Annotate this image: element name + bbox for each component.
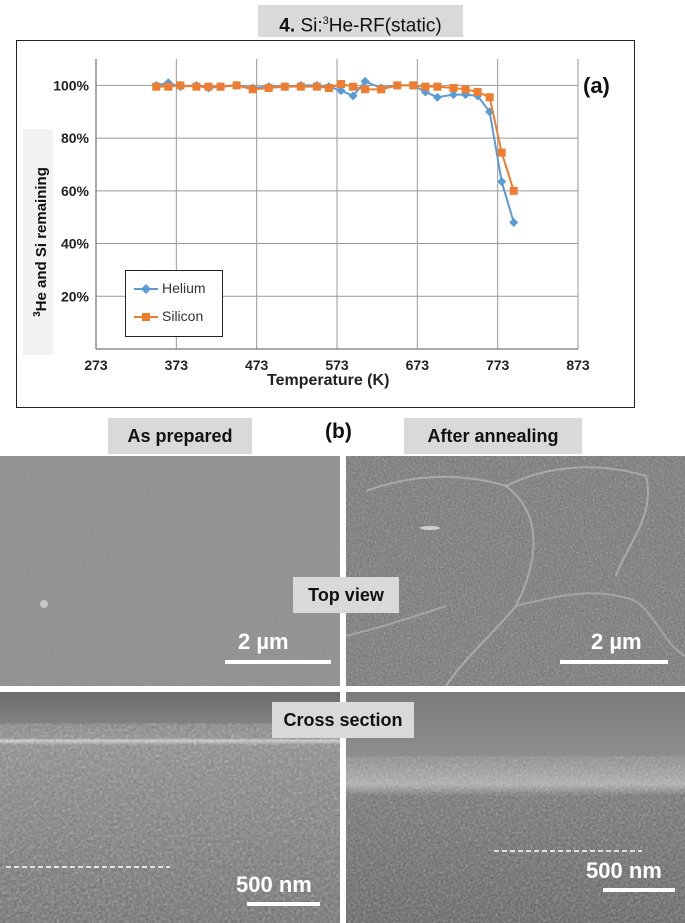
data-point-helium [448,90,458,100]
data-point-silicon [409,81,418,90]
legend-silicon-marker [134,313,158,321]
data-point-silicon [433,82,442,91]
data-point-silicon [216,82,225,91]
data-point-helium [432,92,442,102]
scale-bar-bottom-right [603,888,675,892]
data-point-helium [336,86,346,96]
data-point-silicon [497,148,506,157]
x-tick-label: 273 [84,357,108,373]
data-point-silicon [296,82,305,91]
sem-texture-as-prepared-top [0,456,340,686]
legend-item-helium: Helium [134,280,206,297]
chart-panel-a: 273 373 473 573 673 773 873 20% 40% 60% 80% 100% (a… [16,40,635,408]
scale-label-bottom-right: 500 nm [586,858,662,883]
data-point-silicon [204,82,213,91]
data-point-helium [348,91,358,101]
scale-bar-top-right [560,660,668,664]
data-point-silicon [248,85,257,94]
data-point-silicon [264,84,273,92]
y-tick-label: 60% [61,183,90,199]
sem-image-annealed-top: 2 µm [346,456,685,686]
figure-title-sup: 3 [322,15,329,27]
x-tick-label: 373 [165,357,189,373]
data-point-silicon [324,84,333,92]
axis-layer: 273 373 473 573 673 773 873 20% 40% 60% 80% 100% [53,59,590,373]
figure-title: 4. Si:3He-RF(static) [258,5,463,37]
data-point-silicon [377,85,386,94]
panel-b-label: (b) [325,420,352,443]
x-tick-label: 573 [325,357,349,373]
scale-bar-top-left [225,660,331,664]
y-axis-label-text: He and Si remaining [33,167,50,312]
figure-title-number: 4. [279,15,296,37]
data-point-helium [509,217,519,227]
scale-bar-bottom-left [247,902,320,906]
y-axis-label-sup: 3 [32,311,43,317]
series-line-helium [156,80,515,223]
data-point-helium [497,177,507,187]
figure-title-suffix: He-RF(static) [328,15,442,37]
col-label-after-annealing: After annealing [404,418,582,454]
legend-silicon-label: Silicon [162,308,204,324]
y-tick-label: 100% [53,77,89,93]
data-point-silicon [473,87,482,96]
data-point-silicon [349,82,358,91]
data-point-silicon [449,84,458,92]
scale-label-bottom-left: 500 nm [236,872,312,897]
data-point-silicon [393,81,402,90]
y-tick-label: 40% [61,236,90,252]
y-tick-label: 80% [61,130,90,146]
row-label-cross-section: Cross section [272,702,414,738]
data-point-silicon [280,82,289,91]
data-point-silicon [485,93,494,102]
scale-label-top-left: 2 µm [238,629,289,654]
x-tick-label: 673 [406,357,430,373]
x-tick-label: 473 [245,357,269,373]
data-point-silicon [337,80,346,89]
data-point-silicon [192,82,201,91]
legend: Helium Silicon [125,270,223,337]
legend-helium-marker [134,284,158,294]
figure-title-prefix: Si: [300,15,323,37]
data-point-silicon [421,82,430,91]
panel-a-label: (a) [583,73,610,98]
data-point-silicon [461,85,470,94]
series-layer [151,76,519,227]
remaining-vs-temperature-chart: 273 373 473 573 673 773 873 20% 40% 60% 80% 100% [53,59,590,373]
legend-helium-label: Helium [162,280,206,296]
sem-image-as-prepared-top: 2 µm [0,456,340,686]
x-tick-label: 873 [566,357,590,373]
data-point-silicon [164,82,173,91]
data-point-silicon [152,82,161,91]
data-point-silicon [509,186,518,195]
y-axis-label: 3He and Si remaining [23,129,53,355]
data-point-silicon [176,81,185,90]
data-point-silicon [361,85,370,94]
x-tick-label: 773 [486,357,510,373]
row-label-top-view: Top view [293,577,399,613]
scale-label-top-right: 2 µm [591,629,642,654]
x-axis-label: Temperature (K) [267,372,390,389]
data-point-silicon [232,81,241,90]
data-point-silicon [312,82,321,91]
sem-texture-annealed-top [346,456,685,686]
y-tick-label: 20% [61,288,90,304]
legend-item-silicon: Silicon [134,308,203,325]
series-line-silicon [156,83,515,192]
data-point-helium [360,76,370,86]
col-label-as-prepared: As prepared [108,418,252,454]
